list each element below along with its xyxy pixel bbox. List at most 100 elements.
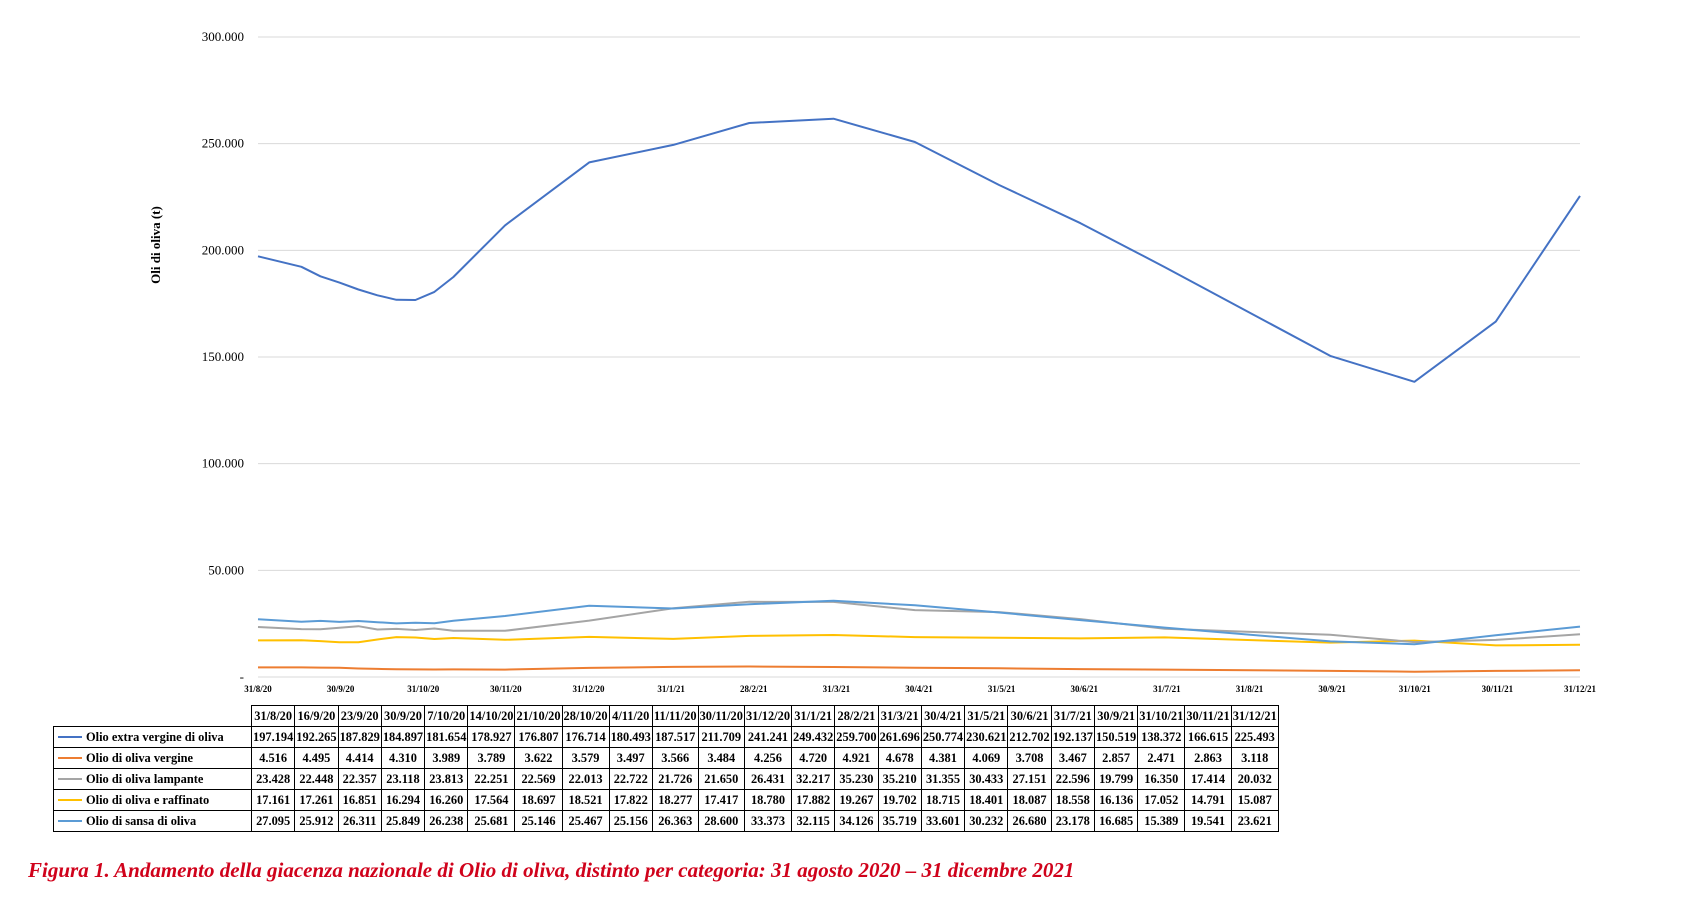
table-cell: 19.799 bbox=[1093, 768, 1139, 790]
table-cell: 18.558 bbox=[1050, 789, 1095, 811]
table-date-header: 4/11/20 bbox=[608, 705, 653, 727]
table-cell: 178.927 bbox=[467, 726, 516, 748]
table-cell: 3.579 bbox=[561, 747, 610, 769]
table-cell: 3.497 bbox=[608, 747, 653, 769]
x-tick-label: 31/12/21 bbox=[1564, 684, 1597, 694]
table-cell: 26.680 bbox=[1007, 810, 1052, 832]
table-row: Olio di oliva e raffinato 17.161 17.261 16.… bbox=[53, 789, 1279, 811]
table-cell: 3.566 bbox=[651, 747, 699, 769]
table-cell: 22.722 bbox=[608, 768, 653, 790]
data-table: 31/8/20 16/9/20 23/9/20 30/9/20 7/10/20 14/10… bbox=[53, 705, 1279, 832]
table-cell: 4.921 bbox=[834, 747, 879, 769]
table-cell: 4.310 bbox=[380, 747, 426, 769]
table-cell: 22.013 bbox=[561, 768, 610, 790]
table-date-header: 28/10/20 bbox=[561, 705, 610, 727]
table-cell: 18.697 bbox=[514, 789, 563, 811]
table-cell: 181.654 bbox=[424, 726, 469, 748]
table-cell: 17.882 bbox=[791, 789, 836, 811]
y-tick-label: 50.000 bbox=[208, 562, 244, 577]
y-tick-label: 100.000 bbox=[202, 456, 244, 471]
legend-swatch bbox=[58, 757, 82, 760]
series-lines bbox=[257, 117, 1581, 673]
figure-caption: Figura 1. Andamento della giacenza nazio… bbox=[28, 858, 1075, 882]
y-axis-label: Oli di oliva (t) bbox=[148, 206, 163, 284]
table-cell: 25.681 bbox=[467, 810, 516, 832]
table-date-header: 31/10/21 bbox=[1137, 705, 1186, 727]
table-header-row: 31/8/20 16/9/20 23/9/20 30/9/20 7/10/20 14/10… bbox=[53, 705, 1279, 727]
table-cell: 4.678 bbox=[877, 747, 922, 769]
table-cell: 17.417 bbox=[697, 789, 745, 811]
x-tick-label: 31/8/21 bbox=[1236, 684, 1264, 694]
table-cell: 250.774 bbox=[920, 726, 966, 748]
table-cell: 17.261 bbox=[294, 789, 339, 811]
table-cell: 212.702 bbox=[1007, 726, 1052, 748]
line-chart: - 50.000 100.000 150.000 200.000 250.000 300.0… bbox=[148, 29, 1597, 694]
x-tick-label: 30/11/21 bbox=[1482, 684, 1514, 694]
y-tick-label: 250.000 bbox=[202, 136, 244, 151]
table-cell: 23.621 bbox=[1230, 810, 1279, 832]
table-date-header: 28/2/21 bbox=[834, 705, 879, 727]
table-date-header: 31/12/20 bbox=[743, 705, 793, 727]
table-cell: 187.517 bbox=[651, 726, 699, 748]
table-cell: 14.791 bbox=[1184, 789, 1232, 811]
x-tick-label: 30/6/21 bbox=[1070, 684, 1098, 694]
table-cell: 4.381 bbox=[920, 747, 966, 769]
table-cell: 34.126 bbox=[834, 810, 879, 832]
y-tick-label: 300.000 bbox=[202, 29, 244, 44]
table-cell: 32.217 bbox=[791, 768, 836, 790]
table-cell: 22.569 bbox=[514, 768, 563, 790]
table-date-header: 31/1/21 bbox=[791, 705, 836, 727]
table-cell: 16.260 bbox=[424, 789, 469, 811]
y-tick-label: 200.000 bbox=[202, 242, 244, 257]
table-cell: 3.989 bbox=[424, 747, 469, 769]
table-cell: 3.789 bbox=[467, 747, 516, 769]
table-cell: 2.857 bbox=[1093, 747, 1139, 769]
x-tick-label: 31/5/21 bbox=[988, 684, 1016, 694]
x-tick-label: 30/11/20 bbox=[490, 684, 522, 694]
table-cell: 25.849 bbox=[380, 810, 426, 832]
table-cell: 3.467 bbox=[1050, 747, 1095, 769]
table-cell: 27.095 bbox=[250, 810, 296, 832]
x-tick-label: 31/8/20 bbox=[244, 684, 272, 694]
table-cell: 28.600 bbox=[697, 810, 745, 832]
table-cell: 25.912 bbox=[294, 810, 339, 832]
table-cell: 176.714 bbox=[561, 726, 610, 748]
table-cell: 18.401 bbox=[964, 789, 1009, 811]
table-cell: 4.256 bbox=[743, 747, 793, 769]
table-cell: 230.621 bbox=[964, 726, 1009, 748]
table-cell: 4.069 bbox=[964, 747, 1009, 769]
x-tick-label: 31/7/21 bbox=[1153, 684, 1181, 694]
x-tick-label: 30/9/20 bbox=[327, 684, 355, 694]
table-cell: 19.541 bbox=[1184, 810, 1232, 832]
legend-swatch bbox=[58, 736, 82, 739]
table-cell: 192.265 bbox=[294, 726, 339, 748]
table-cell: 25.156 bbox=[608, 810, 653, 832]
series-line-5 bbox=[257, 599, 1581, 646]
y-axis-tick-labels: - 50.000 100.000 150.000 200.000 250.000 300.0… bbox=[202, 29, 244, 684]
table-cell: 184.897 bbox=[380, 726, 426, 748]
table-row: Olio di oliva vergine 4.516 4.495 4.414 4.31… bbox=[53, 747, 1279, 769]
table-cell: 22.357 bbox=[337, 768, 382, 790]
table-cell: 23.178 bbox=[1050, 810, 1095, 832]
table-date-header: 30/6/21 bbox=[1007, 705, 1052, 727]
table-cell: 26.238 bbox=[424, 810, 469, 832]
series-line-3 bbox=[257, 600, 1581, 644]
table-cell: 16.350 bbox=[1137, 768, 1186, 790]
table-cell: 30.232 bbox=[964, 810, 1009, 832]
table-cell: 16.685 bbox=[1093, 810, 1139, 832]
table-cell: 4.516 bbox=[250, 747, 296, 769]
legend-label: Olio di sansa di oliva bbox=[86, 814, 197, 828]
table-cell: 31.355 bbox=[920, 768, 966, 790]
legend-swatch bbox=[58, 778, 82, 781]
table-cell: 150.519 bbox=[1093, 726, 1139, 748]
table-cell: 22.448 bbox=[294, 768, 339, 790]
table-cell: 249.432 bbox=[791, 726, 836, 748]
table-cell: 261.696 bbox=[877, 726, 922, 748]
table-date-header: 31/3/21 bbox=[877, 705, 922, 727]
x-tick-label: 28/2/21 bbox=[740, 684, 768, 694]
table-date-header: 30/9/20 bbox=[380, 705, 426, 727]
table-cell: 225.493 bbox=[1230, 726, 1279, 748]
table-row: Olio extra vergine di oliva 197.194 192.26… bbox=[53, 726, 1279, 748]
legend-entry: Olio di oliva e raffinato bbox=[53, 789, 252, 811]
table-date-header: 16/9/20 bbox=[294, 705, 339, 727]
